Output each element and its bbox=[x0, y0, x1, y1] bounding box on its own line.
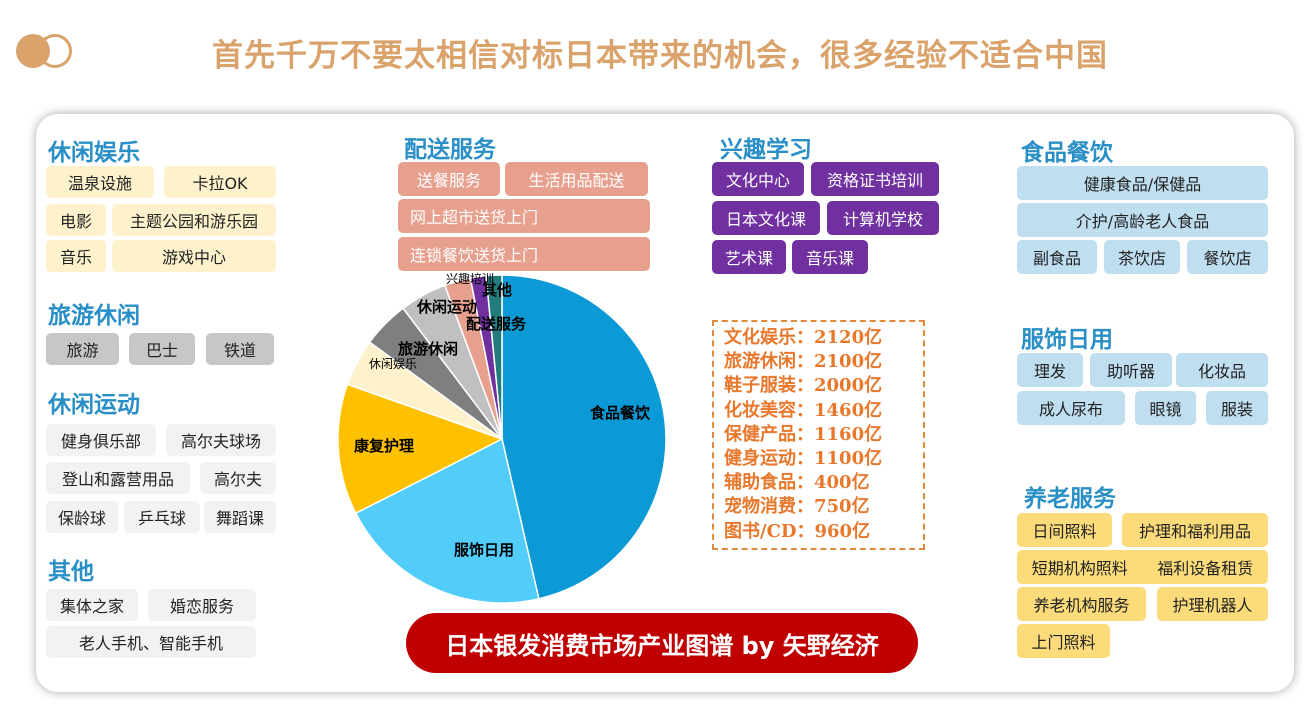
tag-short-term-care: 短期机构照料 bbox=[1031, 559, 1128, 578]
tag-online-supermarket: 网上超市送货上门 bbox=[398, 199, 650, 233]
tag-home-visit-care: 上门照料 bbox=[1017, 624, 1110, 658]
tag-travel: 旅游 bbox=[46, 333, 119, 365]
tag-health-food: 健康食品/保健品 bbox=[1017, 166, 1268, 200]
tag-restaurant-delivery: 连锁餐饮送货上门 bbox=[398, 237, 650, 271]
heading-apparel: 服饰日用 bbox=[1021, 327, 1113, 353]
heading-elderly-care: 养老服务 bbox=[1024, 486, 1116, 512]
pie-label-0: 食品餐饮 bbox=[590, 404, 651, 422]
stat-books-cd: 图书/CD：960亿 bbox=[724, 520, 871, 542]
tag-movie: 电影 bbox=[46, 204, 106, 236]
tag-care-food: 介护/高龄老人食品 bbox=[1017, 203, 1268, 237]
heading-sports: 休闲运动 bbox=[48, 392, 140, 418]
tag-hot-spring: 温泉设施 bbox=[46, 166, 154, 198]
tag-dance: 舞蹈课 bbox=[204, 501, 276, 533]
pie-label-3: 休闲娱乐 bbox=[369, 357, 417, 371]
pie-label-7: 兴趣培训 bbox=[446, 271, 494, 286]
tag-music-class: 音乐课 bbox=[792, 240, 868, 274]
tag-clothing: 服装 bbox=[1206, 391, 1268, 425]
tag-karaoke: 卡拉OK bbox=[164, 166, 276, 198]
page-title: 首先千万不要太相信对标日本带来的机会，很多经验不适合中国 bbox=[212, 38, 1108, 74]
tag-haircut: 理发 bbox=[1017, 353, 1083, 387]
tag-side-dish: 副食品 bbox=[1017, 240, 1097, 274]
market-size-list: 文化娱乐：2120亿 旅游休闲：2100亿 鞋子服装：2000亿 化妆美容：14… bbox=[712, 320, 925, 550]
stat-pet-consumption: 宠物消费：750亿 bbox=[724, 496, 870, 518]
tag-golf-course: 高尔夫球场 bbox=[166, 424, 276, 456]
tag-day-care: 日间照料 bbox=[1017, 513, 1112, 547]
tag-bowling: 保龄球 bbox=[46, 501, 118, 533]
tag-care-supplies: 护理和福利用品 bbox=[1122, 513, 1268, 547]
tag-computer-school: 计算机学校 bbox=[827, 201, 939, 235]
tag-culture-center: 文化中心 bbox=[712, 162, 804, 196]
tag-restaurant: 餐饮店 bbox=[1187, 240, 1268, 274]
stat-supplementary-food: 辅助食品：400亿 bbox=[724, 472, 870, 494]
tag-table-tennis: 乒乓球 bbox=[124, 501, 200, 533]
tag-short-term-rental: 短期机构照料 福利设备租赁 bbox=[1017, 550, 1268, 584]
tag-meal-delivery: 送餐服务 bbox=[398, 162, 500, 196]
pie-slice-2 bbox=[337, 383, 504, 515]
heading-food: 食品餐饮 bbox=[1021, 140, 1113, 166]
source-banner: 日本银发消费市场产业图谱 by 矢野经济 bbox=[406, 613, 918, 673]
stat-cosmetics-beauty: 化妆美容：1460亿 bbox=[724, 399, 883, 421]
stat-shoes-apparel: 鞋子服装：2000亿 bbox=[724, 375, 883, 397]
tag-art-class: 艺术课 bbox=[712, 240, 786, 274]
tag-matchmaking: 婚恋服务 bbox=[148, 589, 256, 621]
heading-travel: 旅游休闲 bbox=[48, 303, 140, 329]
tag-cosmetics: 化妆品 bbox=[1176, 353, 1268, 387]
pie-slice-0 bbox=[501, 274, 667, 600]
heading-learning: 兴趣学习 bbox=[720, 137, 812, 163]
tag-equipment-rental: 福利设备租赁 bbox=[1157, 559, 1254, 578]
tag-game-center: 游戏中心 bbox=[112, 240, 276, 272]
logo-circles-icon bbox=[16, 32, 76, 70]
tag-adult-diaper: 成人尿布 bbox=[1017, 391, 1125, 425]
tag-gym: 健身俱乐部 bbox=[46, 424, 156, 456]
stat-health-products: 保健产品：1160亿 bbox=[724, 423, 883, 445]
tag-hearing-aid: 助听器 bbox=[1090, 353, 1172, 387]
tag-nursing-home: 养老机构服务 bbox=[1017, 587, 1146, 621]
heading-leisure: 休闲娱乐 bbox=[48, 140, 140, 166]
stat-travel-leisure: 旅游休闲：2100亿 bbox=[724, 351, 883, 373]
heading-delivery: 配送服务 bbox=[404, 137, 496, 163]
pie-label-8: 其他 bbox=[482, 281, 512, 299]
tag-glasses: 眼镜 bbox=[1135, 391, 1196, 425]
stat-culture-entertainment: 文化娱乐：2120亿 bbox=[724, 327, 883, 348]
tag-senior-phone: 老人手机、智能手机 bbox=[46, 626, 256, 658]
pie-label-2: 康复护理 bbox=[354, 437, 414, 455]
tag-group-home: 集体之家 bbox=[46, 589, 138, 621]
pie-slice-8 bbox=[485, 274, 503, 440]
tag-railway: 铁道 bbox=[206, 333, 274, 365]
tag-tea-shop: 茶饮店 bbox=[1104, 240, 1180, 274]
stat-fitness: 健身运动：1100亿 bbox=[724, 448, 883, 470]
pie-label-4: 旅游休闲 bbox=[398, 340, 458, 358]
tag-care-robot: 护理机器人 bbox=[1157, 587, 1268, 621]
tag-music: 音乐 bbox=[46, 240, 106, 272]
tag-theme-park: 主题公园和游乐园 bbox=[112, 204, 276, 236]
tag-certification: 资格证书培训 bbox=[811, 162, 939, 196]
tag-outdoor-gear: 登山和露营用品 bbox=[46, 462, 190, 494]
tag-japanese-culture: 日本文化课 bbox=[712, 201, 820, 235]
pie-label-6: 配送服务 bbox=[466, 315, 527, 333]
tag-goods-delivery: 生活用品配送 bbox=[505, 162, 648, 196]
tag-golf: 高尔夫 bbox=[200, 462, 276, 494]
tag-bus: 巴士 bbox=[129, 333, 195, 365]
pie-label-1: 服饰日用 bbox=[454, 541, 514, 559]
heading-other: 其他 bbox=[48, 559, 94, 585]
pie-slice-1 bbox=[354, 437, 540, 604]
pie-label-5: 休闲运动 bbox=[416, 298, 477, 316]
